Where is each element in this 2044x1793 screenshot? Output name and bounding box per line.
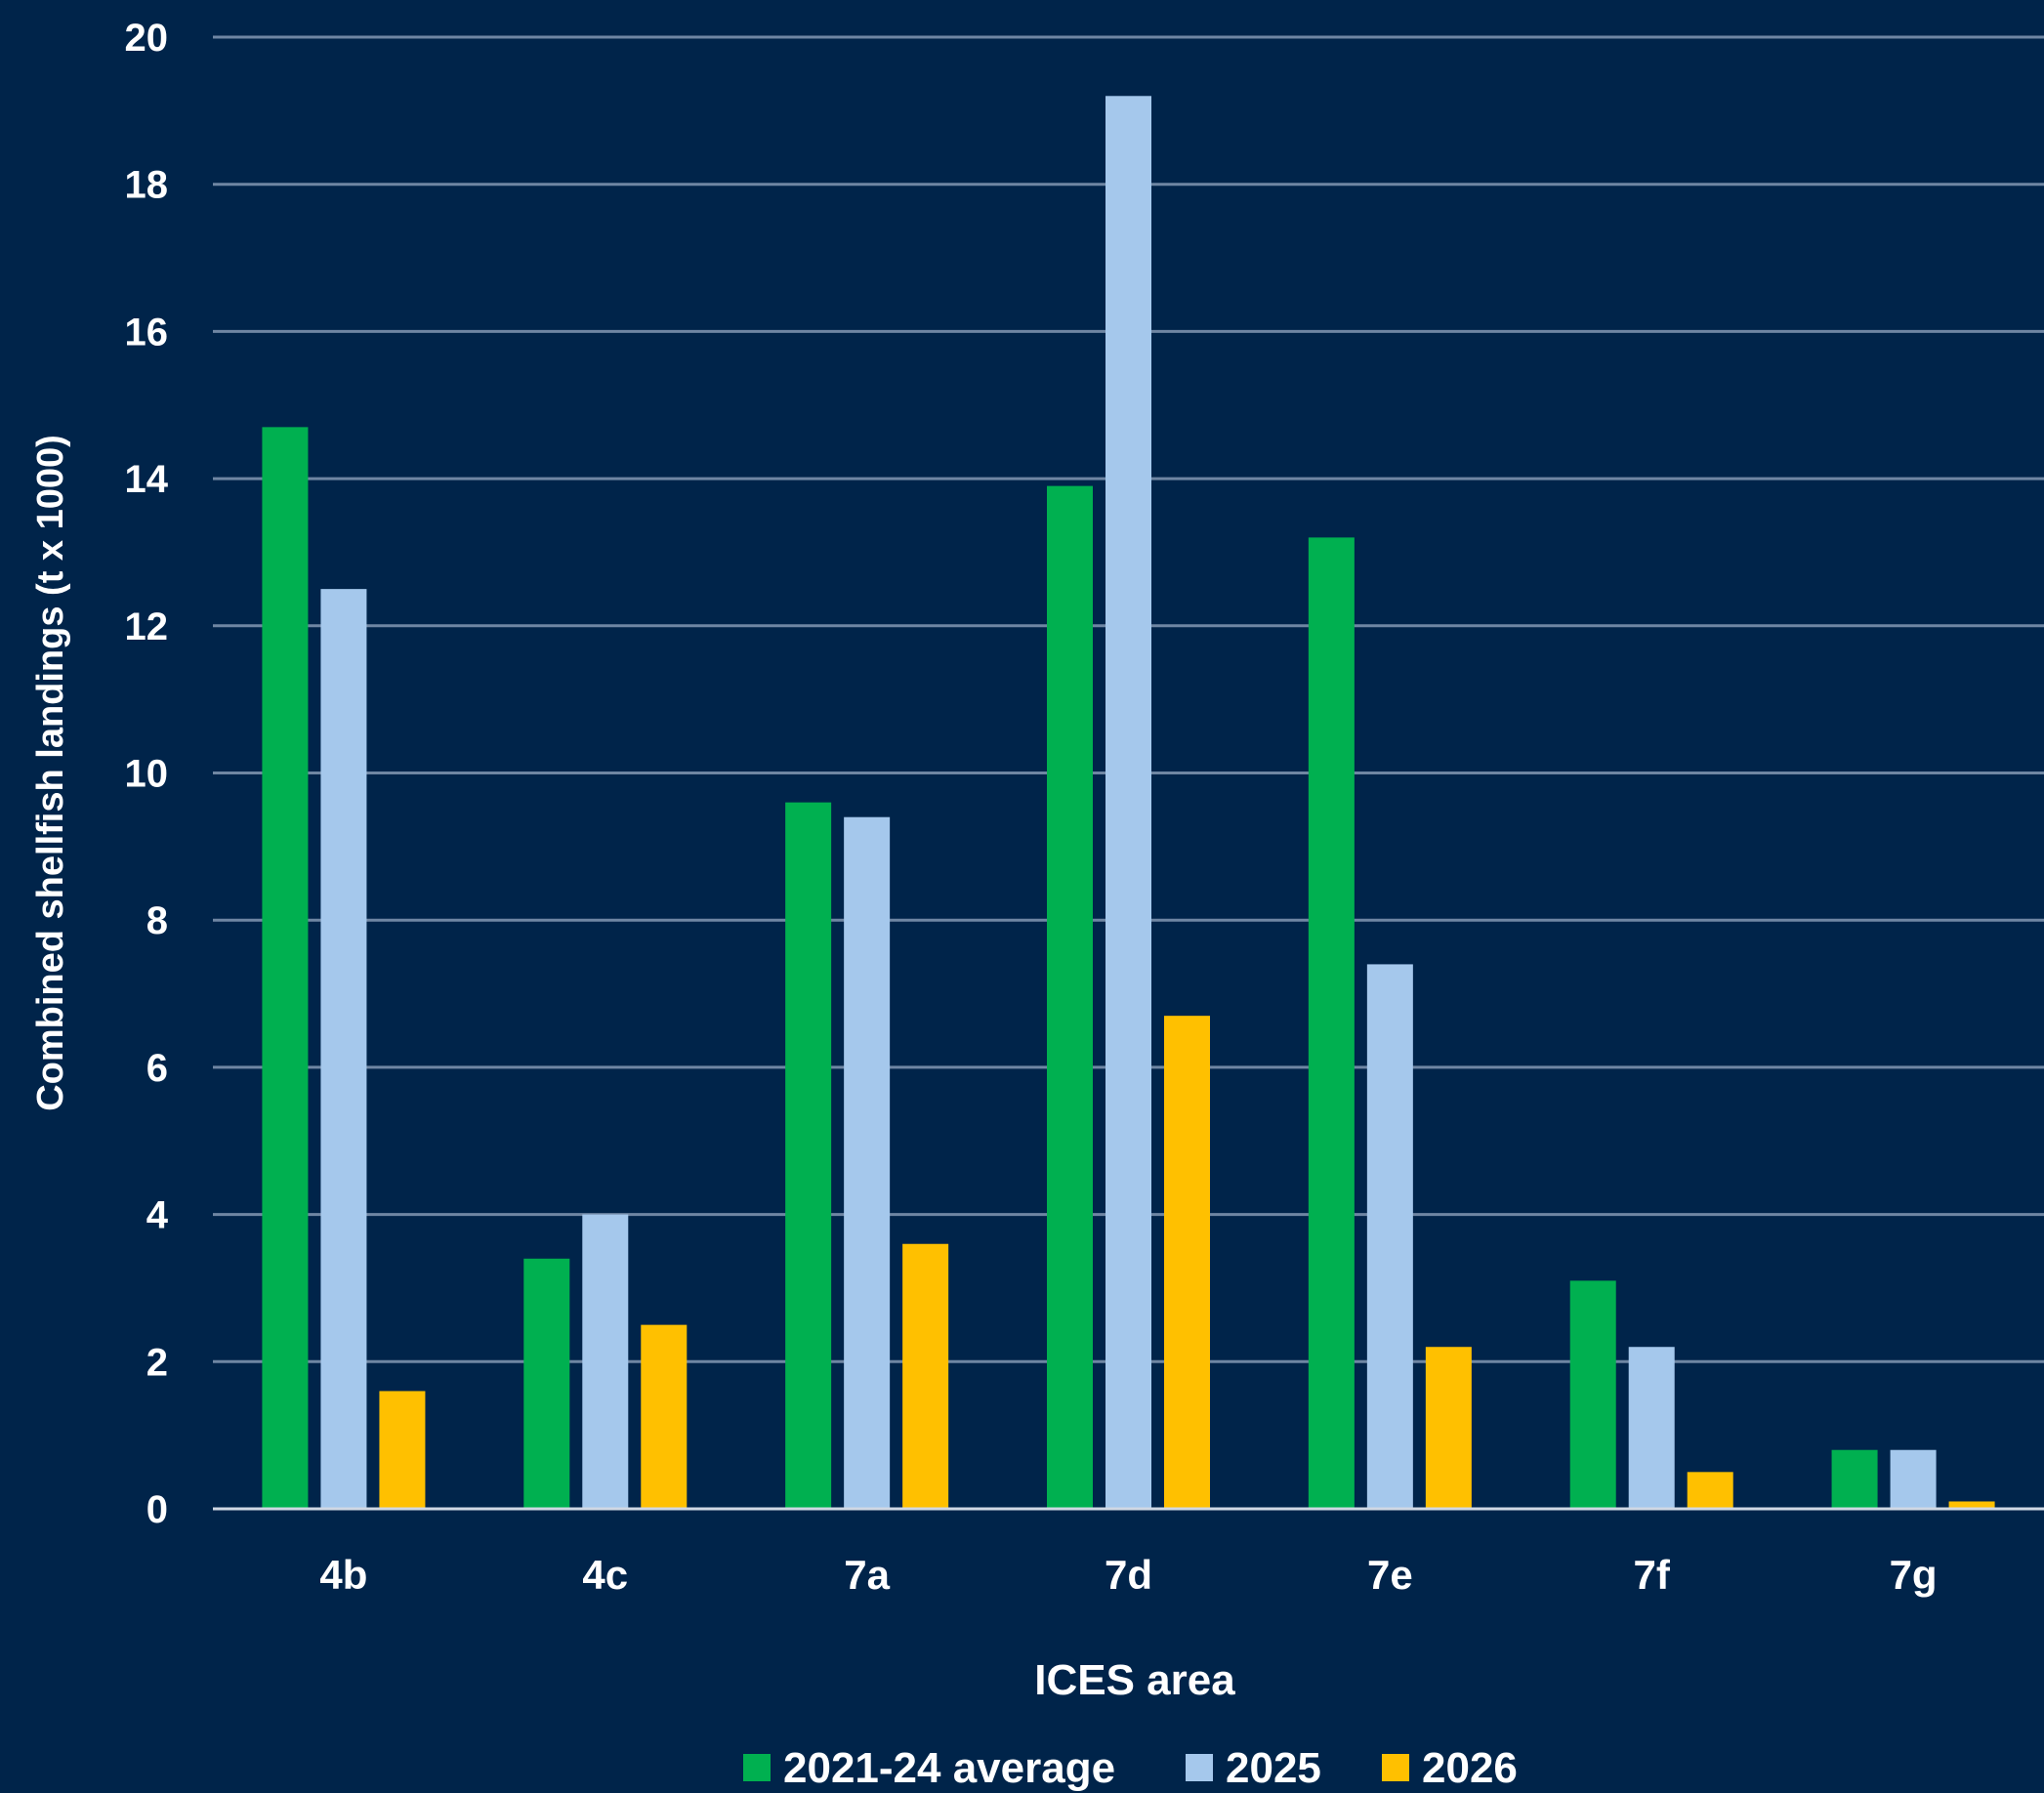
bar-4c-series-0 [523, 1258, 570, 1509]
legend-label-2: 2026 [1422, 1744, 1518, 1792]
y-tick-label: 14 [125, 458, 169, 501]
x-tick-label-4c: 4c [582, 1552, 628, 1598]
bar-4b-series-1 [320, 589, 367, 1509]
bar-7g-series-0 [1831, 1449, 1878, 1509]
bars [262, 96, 1995, 1510]
legend-label-1: 2025 [1226, 1744, 1321, 1792]
y-tick-label: 16 [125, 311, 169, 354]
x-tick-label-7d: 7d [1105, 1552, 1152, 1598]
bar-7f-series-1 [1628, 1347, 1675, 1509]
x-tick-label-7f: 7f [1634, 1552, 1671, 1598]
bar-7a-series-2 [902, 1243, 949, 1509]
y-tick-label: 4 [146, 1194, 169, 1237]
bar-7e-series-1 [1366, 964, 1413, 1509]
bar-7g-series-1 [1890, 1449, 1937, 1509]
legend: 2021-24 average 2025 2026 [743, 1744, 1518, 1792]
y-tick-label: 2 [146, 1341, 168, 1384]
x-axis-title: ICES area [1034, 1656, 1235, 1704]
y-tick-label: 10 [125, 753, 169, 796]
x-tick-label-7e: 7e [1367, 1552, 1413, 1598]
y-tick-labels: 0 2 4 6 8 10 12 14 16 18 20 [125, 17, 169, 1531]
bar-7d-series-2 [1164, 1016, 1210, 1509]
bar-7f-series-0 [1569, 1280, 1616, 1509]
legend-swatch-0 [743, 1754, 771, 1781]
bar-7d-series-0 [1047, 485, 1093, 1509]
x-tick-label-7a: 7a [844, 1552, 890, 1598]
y-tick-label: 12 [125, 605, 169, 648]
y-tick-label: 18 [125, 164, 169, 207]
bar-7d-series-1 [1105, 96, 1151, 1509]
y-tick-label: 6 [146, 1047, 168, 1090]
bar-7e-series-2 [1425, 1347, 1472, 1509]
y-tick-label: 0 [146, 1488, 168, 1531]
bar-7f-series-2 [1687, 1472, 1733, 1509]
legend-label-0: 2021-24 average [783, 1744, 1115, 1792]
x-tick-labels: 4b 4c 7a 7d 7e 7f 7g [319, 1552, 1937, 1598]
bar-7a-series-0 [785, 802, 832, 1509]
bar-4b-series-0 [262, 427, 309, 1510]
y-tick-label: 20 [125, 17, 169, 60]
y-axis-title: Combined shellfish landings (t x 1000) [30, 435, 71, 1111]
x-tick-label-4b: 4b [319, 1552, 367, 1598]
bar-7e-series-0 [1308, 537, 1355, 1509]
bar-7g-series-2 [1948, 1501, 1995, 1509]
bar-4c-series-1 [582, 1214, 629, 1509]
y-tick-label: 8 [146, 899, 168, 942]
x-tick-label-7g: 7g [1890, 1552, 1938, 1598]
legend-swatch-2 [1382, 1754, 1409, 1781]
bar-4b-series-2 [379, 1391, 426, 1509]
bar-4c-series-2 [641, 1324, 688, 1509]
legend-swatch-1 [1186, 1754, 1213, 1781]
bar-7a-series-1 [844, 816, 891, 1509]
